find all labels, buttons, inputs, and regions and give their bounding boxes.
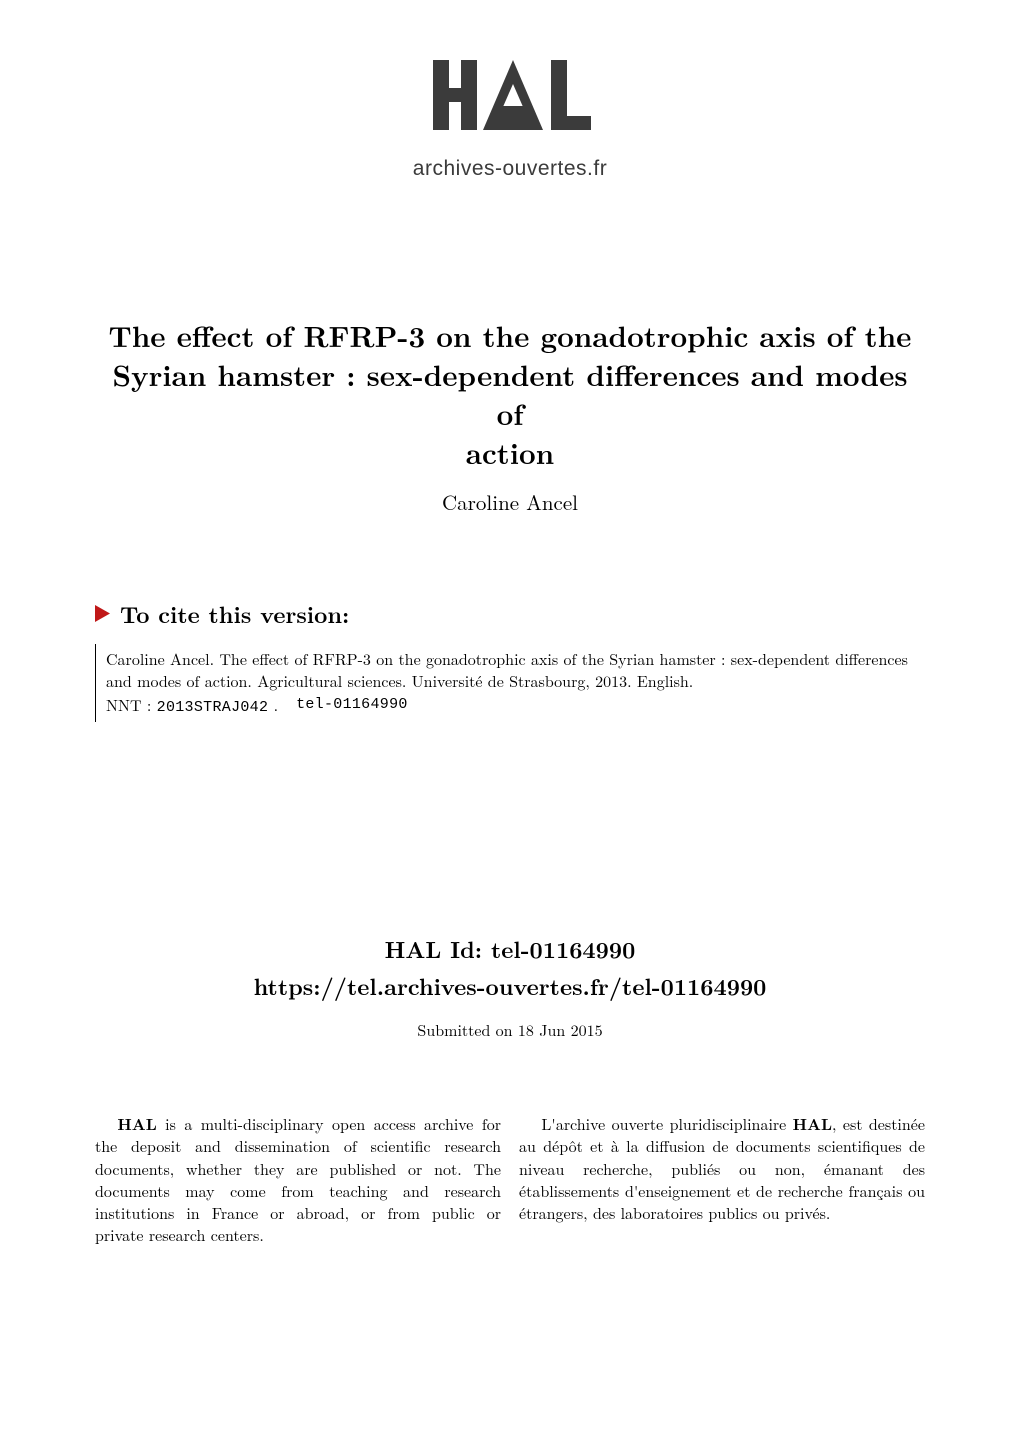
paper-title-line-1: The effect of RFRP-3 on the gonadotrophi…: [109, 314, 912, 356]
description-left: HAL is a multi-disciplinary open access …: [95, 1113, 501, 1245]
cite-heading-row: To cite this version:: [95, 597, 925, 630]
hal-id-block: HAL Id: tel-01164990 https://tel.archive…: [95, 932, 925, 1041]
submitted-prefix: Submitted on: [417, 1018, 512, 1041]
hal-url[interactable]: https://tel.archives-ouvertes.fr/tel-011…: [95, 969, 925, 1002]
paper-title: The effect of RFRP-3 on the gonadotrophi…: [95, 316, 925, 473]
cite-text: Caroline Ancel. The effect of RFRP-3 on …: [106, 647, 908, 692]
cite-nnt-value: 2013STRAJ042: [157, 699, 269, 716]
cite-nnt-label: NNT :: [106, 693, 151, 716]
paper-author: Caroline Ancel: [95, 487, 925, 517]
hal-logo-subtitle: archives-ouvertes.fr: [95, 157, 925, 181]
triangle-icon: [95, 605, 110, 622]
cite-block: To cite this version: Caroline Ancel. Th…: [95, 597, 925, 723]
paper-title-line-3: action: [466, 431, 554, 473]
paper-title-line-2: Syrian hamster : sex-dependent differenc…: [112, 353, 907, 434]
title-block: The effect of RFRP-3 on the gonadotrophi…: [95, 316, 925, 517]
cite-body: Caroline Ancel. The effect of RFRP-3 on …: [95, 644, 925, 723]
description-right: L'archive ouverte pluridisciplinaire HAL…: [519, 1113, 925, 1245]
submitted-date: 18 Jun 2015: [518, 1018, 603, 1041]
hal-logo-block: archives-ouvertes.fr: [95, 50, 925, 181]
description-columns: HAL is a multi-disciplinary open access …: [95, 1113, 925, 1245]
hal-id-label: HAL Id:: [385, 932, 482, 965]
hal-logo-icon: [425, 50, 595, 155]
cite-nnt: NNT : 2013STRAJ042 .: [106, 694, 278, 718]
hal-id-value: tel-01164990: [491, 932, 635, 965]
cite-ids-row: NNT : 2013STRAJ042 . tel-01164990: [106, 694, 925, 718]
page-root: archives-ouvertes.fr The effect of RFRP-…: [0, 0, 1020, 1442]
cite-hal-short: tel-01164990: [296, 694, 408, 718]
hal-id-line: HAL Id: tel-01164990: [95, 932, 925, 965]
cite-heading: To cite this version:: [120, 597, 349, 630]
submitted-line: Submitted on 18 Jun 2015: [95, 1018, 925, 1041]
